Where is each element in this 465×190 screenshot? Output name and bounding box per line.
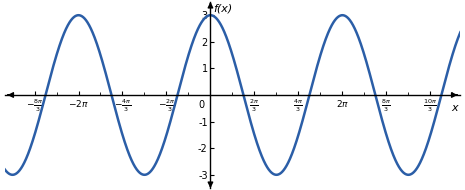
Text: 0: 0 [198,100,204,110]
Text: f(x): f(x) [213,3,233,13]
Text: x: x [452,103,458,113]
